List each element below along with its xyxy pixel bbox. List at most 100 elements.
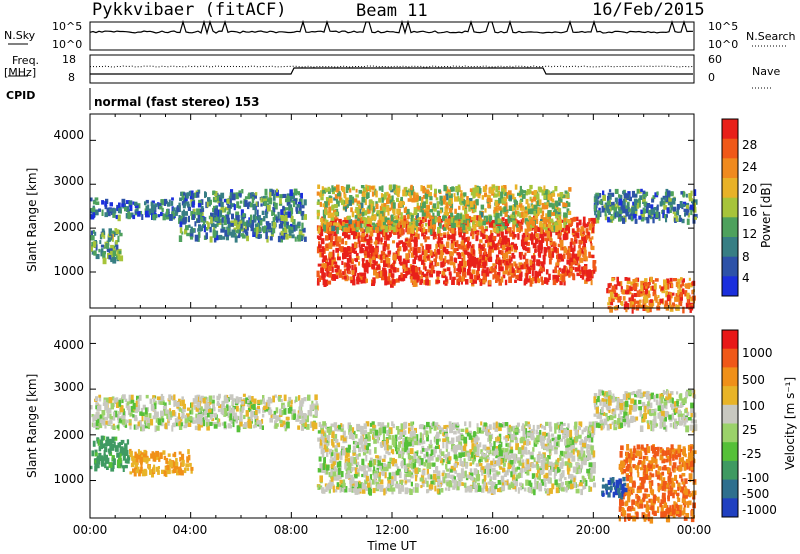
heatmap-cell (562, 202, 566, 207)
heatmap-cell (459, 264, 462, 269)
heatmap-cell (450, 187, 455, 192)
heatmap-cell (123, 449, 127, 456)
heatmap-cell (138, 450, 142, 456)
heatmap-cell (573, 245, 576, 252)
heatmap-cell (351, 264, 354, 271)
heatmap-cell (251, 220, 255, 227)
heatmap-cell (650, 204, 654, 209)
heatmap-cell (116, 401, 120, 408)
heatmap-cell (392, 207, 396, 214)
heatmap-cell (359, 273, 363, 281)
heatmap-cell (129, 450, 133, 458)
heatmap-cell (135, 407, 139, 414)
heatmap-cell (95, 210, 99, 216)
heatmap-cell (406, 220, 409, 224)
heatmap-cell (350, 260, 354, 265)
heatmap-cell (628, 214, 631, 220)
heatmap-cell (385, 224, 388, 228)
heatmap-cell (496, 212, 500, 220)
heatmap-cell (630, 281, 634, 286)
heatmap-cell (529, 215, 532, 221)
heatmap-cell (112, 425, 116, 430)
heatmap-cell (650, 276, 653, 283)
heatmap-cell (503, 192, 507, 196)
heatmap-cell (399, 228, 402, 234)
heatmap-cell (592, 482, 596, 488)
heatmap-cell (151, 451, 155, 457)
heatmap-cell (249, 396, 253, 404)
heatmap-cell (408, 188, 412, 195)
heatmap-cell (137, 454, 142, 460)
heatmap-cell (316, 270, 320, 278)
heatmap-cell (691, 290, 694, 294)
heatmap-cell (343, 262, 346, 268)
heatmap-cell (478, 427, 482, 434)
heatmap-cell (557, 269, 560, 276)
heatmap-cell (177, 466, 182, 474)
heatmap-cell (467, 259, 471, 266)
heatmap-cell (415, 266, 419, 274)
heatmap-cell (143, 468, 147, 473)
heatmap-cell (448, 227, 452, 232)
heatmap-cell (167, 202, 170, 207)
heatmap-cell (373, 270, 378, 276)
heatmap-cell (487, 464, 492, 472)
heatmap-cell (386, 225, 390, 230)
heatmap-cell (693, 202, 696, 210)
heatmap-cell (439, 254, 444, 261)
heatmap-cell (570, 262, 573, 269)
heatmap-cell (349, 276, 353, 281)
heatmap-cell (118, 202, 121, 208)
heatmap-cell (445, 276, 448, 282)
heatmap-cell (151, 405, 155, 412)
heatmap-cell (269, 417, 273, 423)
heatmap-cell (260, 197, 263, 203)
heatmap-cell (145, 206, 149, 212)
heatmap-cell (175, 462, 179, 466)
heatmap-cell (533, 204, 538, 210)
heatmap-cell (532, 220, 536, 227)
heatmap-cell (322, 257, 326, 262)
heatmap-cell (561, 268, 565, 274)
heatmap-cell (433, 446, 437, 454)
heatmap-cell (254, 208, 257, 215)
heatmap-cell (250, 404, 255, 409)
heatmap-cell (653, 283, 657, 290)
heatmap-cell (292, 200, 296, 208)
heatmap-cell (494, 264, 497, 270)
heatmap-cell (665, 214, 668, 218)
heatmap-cell (411, 215, 414, 220)
heatmap-cell (456, 212, 460, 220)
heatmap-cell (552, 190, 555, 194)
heatmap-cell (290, 399, 293, 405)
heatmap-cell (411, 198, 415, 203)
heatmap-cell (447, 218, 452, 225)
heatmap-cell (584, 279, 588, 284)
heatmap-cell (376, 264, 381, 270)
heatmap-cell (419, 208, 423, 213)
heatmap-cell (412, 259, 416, 264)
heatmap-cell (350, 207, 353, 213)
heatmap-cell (506, 228, 510, 232)
heatmap-cell (297, 210, 302, 214)
heatmap-cell (362, 192, 366, 198)
heatmap-cell (538, 227, 542, 232)
heatmap-cell (345, 197, 349, 205)
heatmap-cell (309, 404, 313, 409)
heatmap-cell (155, 456, 160, 460)
heatmap-cell (558, 215, 562, 222)
heatmap-cell (475, 258, 479, 264)
heatmap-cell (469, 279, 473, 283)
heatmap-cell (122, 465, 125, 472)
heatmap-cell (364, 264, 369, 269)
heatmap-cell (124, 464, 128, 469)
heatmap-cell (397, 251, 400, 256)
heatmap-region (593, 188, 698, 225)
heatmap-cell (104, 204, 108, 210)
heatmap-cell (581, 245, 585, 250)
heatmap-cell (185, 463, 190, 468)
heatmap-cell (302, 422, 305, 427)
heatmap-cell (319, 192, 322, 198)
heatmap-cell (112, 256, 117, 264)
heatmap-cell (583, 243, 586, 248)
